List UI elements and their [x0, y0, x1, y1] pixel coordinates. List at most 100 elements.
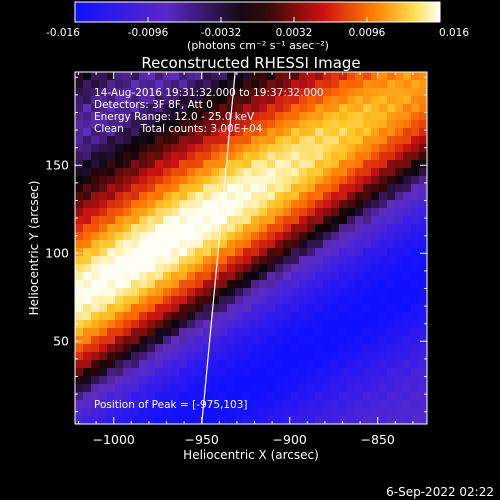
- heatmap-cell: [291, 384, 300, 393]
- colorbar-tick-label: -0.0032: [201, 27, 242, 39]
- heatmap-cell: [267, 344, 276, 353]
- heatmap-cell: [299, 104, 308, 113]
- heatmap-cell: [139, 248, 148, 257]
- heatmap-cell: [171, 160, 180, 169]
- heatmap-cell: [299, 304, 308, 313]
- heatmap-cell: [419, 328, 427, 337]
- heatmap-cell: [395, 320, 404, 329]
- heatmap-cell: [171, 224, 180, 233]
- heatmap-cell: [419, 152, 427, 161]
- heatmap-cell: [275, 112, 284, 121]
- heatmap-cell: [251, 408, 260, 417]
- heatmap-cell: [371, 264, 380, 273]
- heatmap-cell: [243, 216, 252, 225]
- heatmap-cell: [187, 88, 196, 97]
- heatmap-cell: [219, 160, 228, 169]
- heatmap-cell: [387, 416, 396, 424]
- heatmap-cell: [203, 192, 212, 201]
- heatmap-cell: [115, 176, 124, 185]
- heatmap-cell: [347, 112, 356, 121]
- heatmap-cell: [99, 128, 108, 137]
- heatmap-cell: [139, 128, 148, 137]
- heatmap-cell: [211, 328, 220, 337]
- heatmap-cell: [355, 80, 364, 89]
- heatmap-cell: [403, 72, 412, 81]
- heatmap-cell: [331, 88, 340, 97]
- heatmap-cell: [235, 96, 244, 105]
- heatmap-cell: [259, 344, 268, 353]
- heatmap-cell: [219, 360, 228, 369]
- heatmap-cell: [259, 296, 268, 305]
- heatmap-cell: [107, 384, 116, 393]
- heatmap-cell: [75, 144, 84, 153]
- heatmap-cell: [291, 136, 300, 145]
- heatmap-cell: [355, 344, 364, 353]
- heatmap-cell: [355, 416, 364, 424]
- heatmap-cell: [147, 224, 156, 233]
- heatmap-cell: [411, 336, 420, 345]
- footer-timestamp: 6-Sep-2022 02:22: [386, 485, 494, 499]
- heatmap-cell: [387, 128, 396, 137]
- heatmap-cell: [123, 272, 132, 281]
- heatmap-cell: [99, 288, 108, 297]
- heatmap-cell: [163, 360, 172, 369]
- heatmap-cell: [355, 232, 364, 241]
- heatmap-cell: [403, 264, 412, 273]
- heatmap-cell: [211, 80, 220, 89]
- heatmap-cell: [211, 288, 220, 297]
- heatmap-cell: [307, 176, 316, 185]
- heatmap-cell: [235, 392, 244, 401]
- heatmap-cell: [283, 216, 292, 225]
- heatmap-cell: [395, 240, 404, 249]
- heatmap-cell: [147, 408, 156, 417]
- heatmap-cell: [275, 248, 284, 257]
- heatmap-cell: [179, 216, 188, 225]
- heatmap-cell: [259, 304, 268, 313]
- heatmap-cell: [283, 288, 292, 297]
- heatmap-cell: [251, 192, 260, 201]
- heatmap-cell: [83, 344, 92, 353]
- heatmap-cell: [315, 168, 324, 177]
- heatmap-cell: [179, 312, 188, 321]
- heatmap-cell: [155, 248, 164, 257]
- heatmap-cell: [195, 408, 204, 417]
- heatmap-cell: [123, 360, 132, 369]
- heatmap-cell: [195, 128, 204, 137]
- heatmap-cell: [99, 152, 108, 161]
- heatmap-cell: [83, 264, 92, 273]
- heatmap-cell: [379, 320, 388, 329]
- heatmap-cell: [131, 288, 140, 297]
- heatmap-cell: [371, 304, 380, 313]
- heatmap-cell: [107, 320, 116, 329]
- heatmap-cell: [123, 248, 132, 257]
- heatmap-cell: [171, 384, 180, 393]
- heatmap-cell: [347, 184, 356, 193]
- heatmap-cell: [363, 256, 372, 265]
- heatmap-cell: [411, 120, 420, 129]
- heatmap-cell: [83, 192, 92, 201]
- heatmap-cell: [355, 368, 364, 377]
- heatmap-cell: [395, 120, 404, 129]
- heatmap-cell: [155, 96, 164, 105]
- heatmap-cell: [283, 304, 292, 313]
- heatmap-cell: [123, 208, 132, 217]
- heatmap-cell: [203, 272, 212, 281]
- heatmap-cell: [315, 304, 324, 313]
- heatmap-cell: [283, 328, 292, 337]
- heatmap-cell: [99, 296, 108, 305]
- heatmap-cell: [123, 96, 132, 105]
- heatmap-cell: [355, 192, 364, 201]
- heatmap-cell: [291, 120, 300, 129]
- heatmap-cell: [371, 120, 380, 129]
- heatmap-cell: [203, 296, 212, 305]
- heatmap-cell: [331, 160, 340, 169]
- heatmap-cell: [259, 360, 268, 369]
- heatmap-cell: [115, 88, 124, 97]
- heatmap-cell: [195, 224, 204, 233]
- heatmap-cell: [195, 304, 204, 313]
- heatmap-cell: [339, 136, 348, 145]
- heatmap-cell: [99, 392, 108, 401]
- heatmap-cell: [107, 160, 116, 169]
- heatmap-cell: [291, 352, 300, 361]
